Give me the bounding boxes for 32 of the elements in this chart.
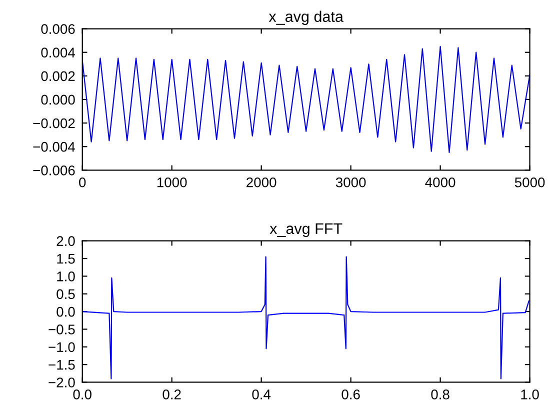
- y-tick-label: 0.002: [41, 71, 75, 82]
- x-tick-label: 0.8: [431, 390, 450, 400]
- y-tick-label: 0.000: [41, 94, 75, 105]
- x-tick-label: 0.6: [342, 390, 360, 400]
- y-tick-label: 0.006: [41, 24, 75, 34]
- y-tick-label: 0.5: [56, 289, 75, 300]
- y-tick-label: 1.5: [57, 254, 75, 264]
- line-series: [82, 46, 530, 154]
- x-tick-label: 0.4: [252, 390, 271, 400]
- x-tick-label: 2000: [246, 177, 276, 188]
- y-tick-label: −1.5: [48, 360, 75, 370]
- y-tick-label: 0.0: [56, 306, 75, 317]
- y-tick-label: −1.0: [48, 342, 75, 352]
- chart-title: x_avg data: [268, 10, 344, 25]
- x-tick-label: 4000: [425, 177, 456, 188]
- y-tick-label: 1.0: [57, 272, 75, 282]
- x-tick-label: 0.0: [73, 390, 92, 400]
- x-tick-label: 0.2: [162, 390, 181, 400]
- y-tick-label: −2.0: [48, 378, 75, 388]
- y-tick-label: −0.006: [33, 165, 75, 176]
- y-tick-label: 2.0: [56, 236, 75, 246]
- y-tick-label: −0.002: [33, 118, 75, 128]
- line-series: [82, 256, 530, 380]
- chart-title: x_avg FFT: [270, 223, 342, 238]
- x-tick-label: 0: [79, 177, 86, 188]
- y-tick-label: 0.004: [41, 48, 75, 58]
- y-tick-label: −0.004: [33, 142, 75, 152]
- x-tick-label: 1.0: [521, 390, 539, 400]
- x-tick-label: 1000: [157, 177, 187, 188]
- x-tick-label: 3000: [336, 177, 366, 188]
- y-tick-label: −0.5: [48, 324, 75, 334]
- x-tick-label: 5000: [514, 177, 545, 188]
